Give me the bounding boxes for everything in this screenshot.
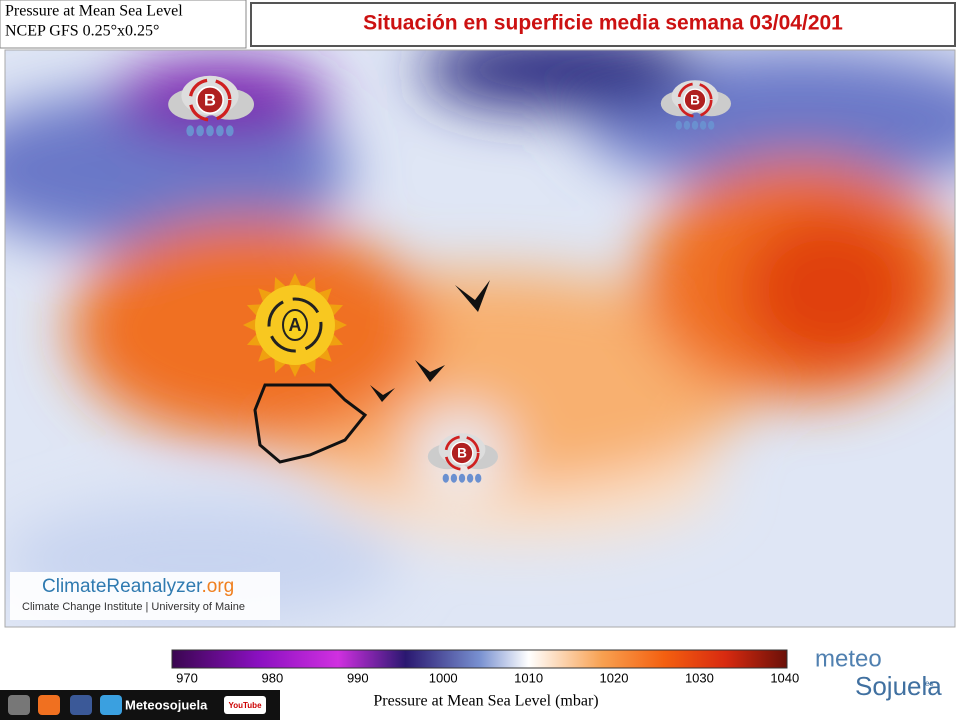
logo-line1: meteo [815,645,882,672]
rain-drop [186,125,195,137]
rotation-ring [188,78,232,122]
rotation-ring [267,297,323,353]
sun-ray [318,288,332,302]
sun-ray [334,319,347,331]
sun-ray [289,273,301,286]
rain-drop [475,473,482,483]
sun-ray [258,288,272,302]
facebook-icon[interactable] [70,695,92,715]
system-label: B [457,445,467,460]
product-box [0,0,247,49]
twitter-icon[interactable] [100,695,122,715]
high-pressure-symbol: A [243,273,347,377]
sun-ray [289,364,301,377]
colorbar-label: Pressure at Mean Sea Level (mbar) [373,693,598,710]
colorbar-tick-label: 1040 [770,670,799,685]
rain-drop [675,120,682,130]
credit-box [10,572,280,620]
rotation-ring [444,435,480,471]
title-box [250,2,956,47]
low-pressure-symbol: B [427,433,498,483]
rain-drop [196,125,204,137]
sun-ray [243,319,256,331]
camera-icon[interactable] [8,695,30,715]
colorbar-tick-label: 1000 [429,670,458,685]
colorbar-tick-label: 1020 [600,670,629,685]
sun-ray [318,348,332,362]
rain-drop [458,473,466,483]
product-name: Pressure at Mean Sea Level [5,3,183,20]
label-disc [195,85,225,115]
colorbar-tick-label: 1030 [685,670,714,685]
rotation-ring [677,82,713,118]
logo-suffix: es [925,679,933,688]
model-name: NCEP GFS 0.25°x0.25° [5,23,159,40]
credit-logo: ClimateReanalyzer.org [42,576,234,597]
rain-drop [699,120,707,130]
credit-name: ClimateReanalyzer [42,576,203,597]
logo-line2: Sojuela [855,671,942,701]
label-disc [683,88,707,112]
rain-drop [206,125,214,137]
rain-drop [216,125,224,137]
system-label: A [289,315,302,335]
rain-drop [442,473,449,483]
rain-drop [691,120,699,130]
system-label: B [204,91,216,109]
rain-drop [466,473,474,483]
low-pressure-symbol: B [660,80,731,130]
sun-ray [258,348,272,362]
youtube-label[interactable]: YouTube [228,701,262,710]
label-disc [450,441,474,465]
credit-institution: Climate Change Institute | University of… [22,601,245,613]
low-pressure-symbol: B [168,75,254,137]
youtube-icon[interactable] [224,696,266,714]
title: Situación en superficie media semana 03/… [363,12,843,35]
map-frame [4,49,956,628]
colorbar-tick-label: 1010 [514,670,543,685]
colorbar-tick-label: 980 [262,670,284,685]
footer-handle[interactable]: Meteosojuela [125,697,208,712]
blogger-icon[interactable] [38,695,60,715]
rain-drop [450,473,458,483]
rain-drop [683,120,691,130]
rain-drop [708,120,715,130]
colorbar-tick-label: 990 [347,670,369,685]
pressure-map [5,50,955,627]
rain-drop [225,125,234,137]
credit-domain: .org [201,576,234,597]
label-disc [282,309,308,341]
colorbar [171,649,788,669]
system-label: B [690,92,700,107]
colorbar-tick-label: 970 [176,670,198,685]
